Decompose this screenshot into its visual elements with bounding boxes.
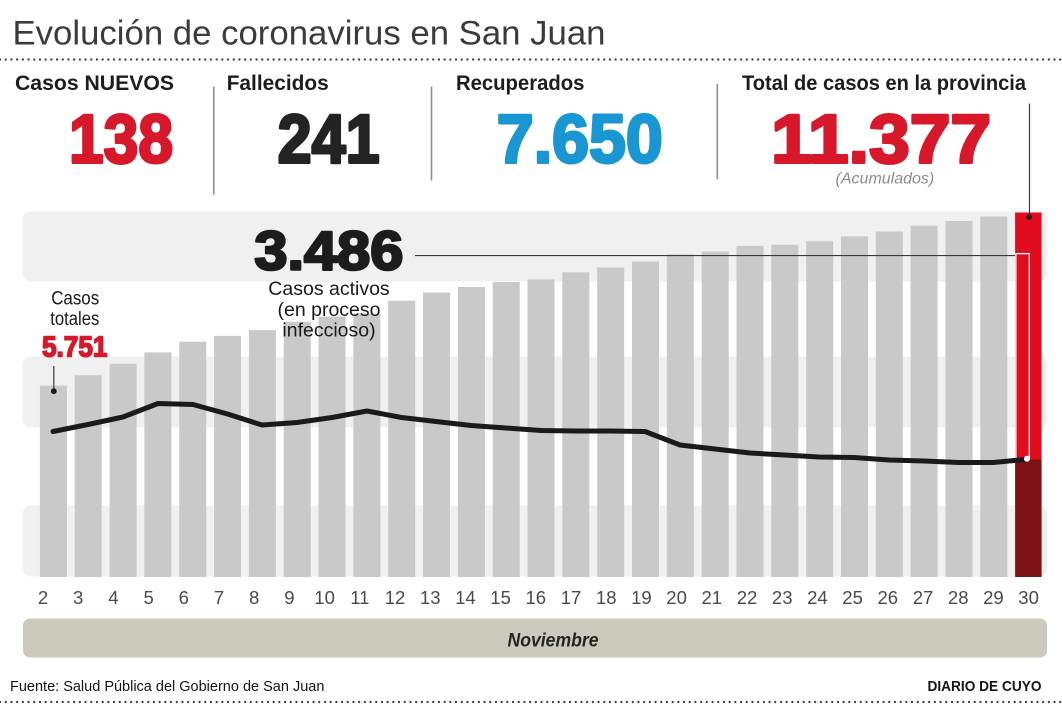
svg-text:3.486: 3.486 (254, 220, 403, 282)
svg-text:Total de casos en la provincia: Total de casos en la provincia (742, 72, 1026, 95)
svg-text:Fallecidos: Fallecidos (227, 72, 329, 95)
svg-text:11.377: 11.377 (771, 100, 991, 177)
svg-text:9: 9 (284, 587, 294, 608)
svg-text:27: 27 (913, 587, 934, 608)
svg-text:infeccioso): infeccioso) (282, 320, 375, 342)
svg-text:3: 3 (73, 587, 83, 608)
svg-text:Fuente: Salud Pública del Gobi: Fuente: Salud Pública del Gobierno de Sa… (10, 679, 324, 695)
svg-text:12: 12 (385, 587, 406, 608)
svg-text:29: 29 (983, 587, 1004, 608)
svg-text:17: 17 (561, 587, 582, 608)
svg-text:Noviembre: Noviembre (508, 630, 599, 652)
svg-text:Recuperados: Recuperados (456, 72, 585, 95)
svg-text:25: 25 (842, 587, 863, 608)
svg-text:241: 241 (278, 100, 380, 177)
svg-text:138: 138 (69, 100, 173, 177)
svg-text:20: 20 (666, 587, 687, 608)
svg-text:5: 5 (143, 587, 153, 608)
svg-text:totales: totales (50, 309, 99, 330)
svg-text:2: 2 (38, 587, 48, 608)
svg-text:16: 16 (526, 587, 547, 608)
svg-text:22: 22 (737, 587, 758, 608)
svg-text:13: 13 (420, 587, 441, 608)
svg-text:26: 26 (878, 587, 899, 608)
svg-text:Casos: Casos (51, 288, 99, 309)
svg-text:8: 8 (249, 587, 259, 608)
svg-text:28: 28 (948, 587, 969, 608)
svg-text:10: 10 (314, 587, 335, 608)
svg-text:21: 21 (702, 587, 723, 608)
svg-text:7.650: 7.650 (497, 100, 663, 177)
svg-text:(en proceso: (en proceso (278, 299, 381, 321)
svg-text:6: 6 (179, 587, 189, 608)
svg-text:4: 4 (108, 587, 118, 608)
svg-text:Casos activos: Casos activos (268, 278, 390, 300)
svg-text:15: 15 (490, 587, 511, 608)
svg-text:30: 30 (1018, 587, 1039, 608)
svg-text:11: 11 (350, 587, 369, 608)
svg-text:23: 23 (772, 587, 793, 608)
svg-text:Evolución de coronavirus en Sa: Evolución de coronavirus en San Juan (13, 15, 606, 53)
svg-text:DIARIO DE CUYO: DIARIO DE CUYO (928, 678, 1042, 695)
svg-text:19: 19 (631, 587, 652, 608)
svg-text:18: 18 (596, 587, 617, 608)
svg-text:7: 7 (214, 587, 224, 608)
svg-text:24: 24 (807, 587, 828, 608)
svg-text:14: 14 (455, 587, 476, 608)
svg-text:Casos NUEVOS: Casos NUEVOS (15, 72, 174, 95)
svg-text:(Acumulados): (Acumulados) (836, 171, 935, 188)
svg-text:5.751: 5.751 (42, 332, 108, 364)
